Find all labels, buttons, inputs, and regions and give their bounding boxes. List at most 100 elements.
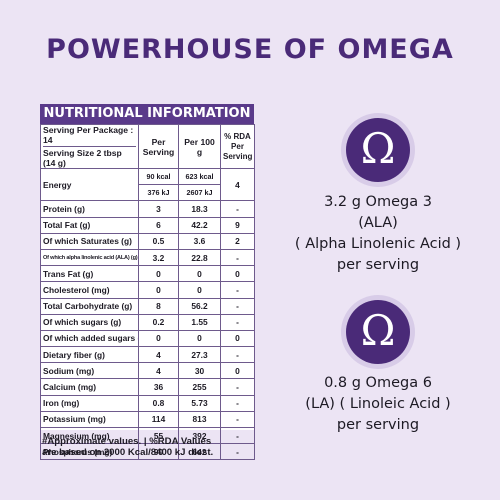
nutrient-name: Sodium (mg) — [40, 362, 139, 380]
nutrition-panel-title: NUTRITIONAL INFORMATION — [40, 104, 254, 124]
omega-3-icon: Ω — [346, 118, 410, 182]
table-row: Sodium (mg) 4 30 0 — [40, 362, 255, 380]
per-100g-value: 22.8 — [178, 248, 221, 267]
table-row: Total Carbohydrate (g) 8 56.2- — [40, 297, 255, 315]
omega-3-amount: 3.2 g Omega 3 — [324, 194, 432, 210]
footnote-line-1: #Approximate values. | %RDA Values — [42, 436, 212, 447]
serving-per-package: Serving Per Package : 14 — [43, 126, 136, 147]
per-100g-value: 0 — [178, 329, 221, 348]
nutrient-name: Protein (g) — [40, 200, 139, 218]
per-100g-value: 42.2 — [178, 216, 221, 234]
omega-6-fullname: (LA) ( Linoleic Acid ) — [305, 396, 451, 412]
rda-value: - — [220, 297, 255, 315]
rda-value: - — [220, 200, 255, 218]
rda-value: 0 — [220, 265, 255, 283]
energy-kcal-100g: 623 kcal — [178, 167, 221, 186]
rda-value: - — [220, 394, 255, 412]
col-header-per-100g: Per 100 g — [178, 124, 221, 169]
per-100g-value: 27.3 — [178, 346, 221, 364]
table-row: Potassium (mg) 114 813- — [40, 410, 255, 429]
nutrient-name: Cholesterol (mg) — [40, 281, 139, 299]
rda-value: - — [220, 313, 255, 331]
nutrient-name: Phosphorus (mg) — [40, 443, 139, 461]
rda-value: 9 — [220, 216, 255, 234]
energy-rda: 4 — [220, 167, 255, 202]
nutrient-name: Total Carbohydrate (g) — [40, 297, 139, 315]
omega-symbol: Ω — [360, 124, 396, 173]
per-serving-value: 3.2 — [138, 248, 179, 267]
omega-6-amount: 0.8 g Omega 6 — [324, 375, 432, 391]
table-row: Of which alpha linolenic acid (ALA) (g) 3… — [40, 248, 255, 267]
table-row: Protein (g) 3 18.3- — [40, 200, 255, 218]
omega-6-per-serving: per serving — [336, 417, 420, 433]
per-serving-value: 0.2 — [138, 313, 179, 331]
energy-kj-100g: 2607 kJ — [178, 184, 221, 202]
rda-value: - — [220, 346, 255, 364]
per-100g-value: 0 — [178, 281, 221, 299]
table-row: Of which Saturates (g) 0.5 3.6 2 — [40, 232, 255, 250]
table-row: Total Fat (g) 6 42.2 9 — [40, 216, 255, 234]
rda-value: - — [220, 410, 255, 429]
per-serving-value: 6 — [138, 216, 179, 234]
rda-value: - — [220, 281, 255, 299]
rda-value: 2 — [220, 232, 255, 250]
table-row: Dietary fiber (g) 4 27.3- — [40, 346, 255, 364]
omega-6-icon: Ω — [346, 300, 410, 364]
energy-kj-serving: 376 kJ — [138, 184, 179, 202]
nutrient-name: Of which sugars (g) — [40, 313, 139, 331]
per-serving-value: 0 — [138, 329, 179, 348]
omega-6-info: 0.8 g Omega 6 (LA) ( Linoleic Acid ) per… — [263, 373, 493, 436]
omega-3-per-serving: per serving — [336, 257, 420, 273]
table-row: Of which added sugars (g) 0 0 0 — [40, 329, 255, 348]
per-serving-value: 114 — [138, 410, 179, 429]
energy-label: Energy — [40, 167, 139, 202]
per-serving-value: 0 — [138, 281, 179, 299]
per-serving-value: 0 — [138, 265, 179, 283]
nutrient-name: Potassium (mg) — [40, 410, 139, 429]
nutrient-name: Of which alpha linolenic acid (ALA) (g) — [40, 248, 139, 267]
per-serving-value: 0.5 — [138, 232, 179, 250]
nutrition-table: Serving Per Package : 14 Serving Size 2 … — [40, 124, 255, 461]
per-100g-value: 0 — [178, 265, 221, 283]
nutrient-name: Dietary fiber (g) — [40, 346, 139, 364]
per-serving-value: 36 — [138, 378, 179, 396]
energy-row-kj: 376 kJ 2607 kJ — [41, 184, 255, 202]
table-row: Cholesterol (mg) 0 0- — [40, 281, 255, 299]
table-header-row: Serving Per Package : 14 Serving Size 2 … — [40, 124, 255, 169]
omega-3-fullname: ( Alpha Linolenic Acid ) — [294, 236, 462, 252]
nutrient-name: Iron (mg) — [40, 394, 139, 412]
omega-3-abbrev: (ALA) — [358, 215, 398, 231]
table-row: Of which sugars (g) 0.2 1.55- — [40, 313, 255, 331]
per-100g-value: 813 — [178, 410, 221, 429]
omega-symbol: Ω — [360, 306, 396, 355]
per-100g-value: 18.3 — [178, 200, 221, 218]
rda-value: - — [220, 443, 255, 461]
rda-value: - — [220, 248, 255, 267]
per-100g-value: 56.2 — [178, 297, 221, 315]
per-serving-value: 4 — [138, 362, 179, 380]
per-100g-value: 255 — [178, 378, 221, 396]
nutrient-name: Of which added sugars (g) — [40, 329, 139, 348]
col-header-rda: % RDA Per Serving — [220, 124, 255, 169]
per-100g-value: 30 — [178, 362, 221, 380]
per-serving-value: 4 — [138, 346, 179, 364]
per-100g-value: 1.55 — [178, 313, 221, 331]
nutrient-rows: Protein (g) 3 18.3- Total Fat (g) 6 42.2 9 Of w… — [40, 200, 255, 461]
omega-3-info: 3.2 g Omega 3 (ALA) ( Alpha Linolenic Ac… — [263, 192, 493, 276]
serving-info-cell: Serving Per Package : 14 Serving Size 2 … — [40, 124, 139, 169]
table-row: Trans Fat (g) 0 0 0 — [40, 265, 255, 283]
footnote: #Approximate values. | %RDA Values are b… — [42, 436, 282, 458]
nutrient-name: Calcium (mg) — [40, 378, 139, 396]
per-serving-value: 8 — [138, 297, 179, 315]
rda-value: - — [220, 378, 255, 396]
per-100g-value: 5.73 — [178, 394, 221, 412]
serving-size: Serving Size 2 tbsp (14 g) — [43, 148, 122, 168]
table-row: Phosphorus (mg) 90 642- — [40, 443, 255, 461]
per-serving-value: 0.8 — [138, 394, 179, 412]
table-row: Iron (mg) 0.8 5.73- — [40, 394, 255, 412]
nutrient-name: Of which Saturates (g) — [40, 232, 139, 250]
energy-row: Energy 90 kcal 623 kcal 4 — [40, 167, 255, 202]
per-serving-value: 3 — [138, 200, 179, 218]
energy-kcal-serving: 90 kcal — [138, 167, 179, 186]
per-100g-value: 3.6 — [178, 232, 221, 250]
